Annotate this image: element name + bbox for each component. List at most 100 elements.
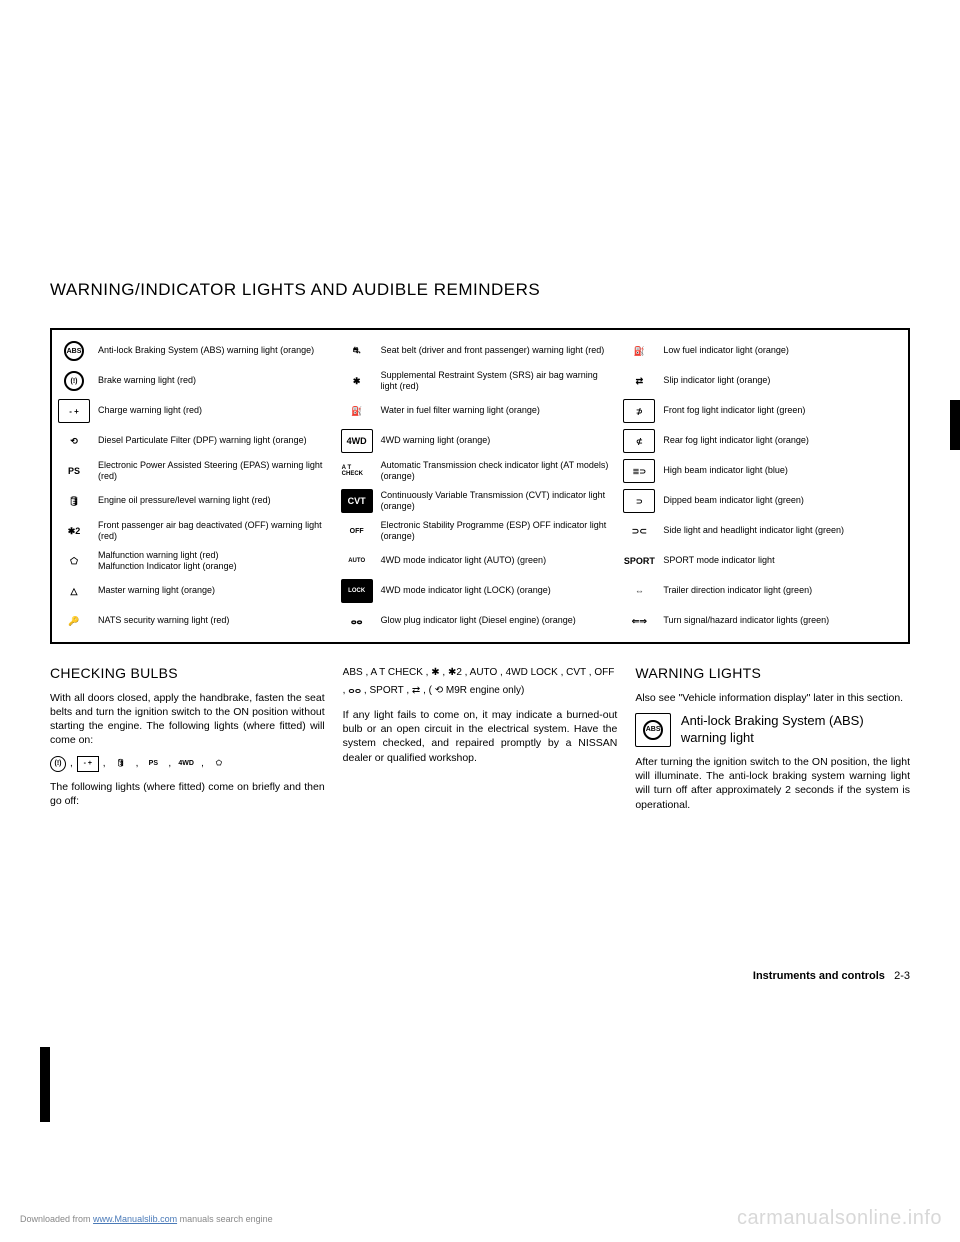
table-row: 4WD4WD warning light (orange) [339,426,622,456]
table-row: ✱Supplemental Restraint System (SRS) air… [339,366,622,396]
airbag-off-icon: ✱2 [58,519,90,543]
battery-icon: - + [77,756,99,772]
row-desc: Malfunction warning light (red) Malfunct… [90,550,243,573]
dipped-beam-icon: ⊃ [623,489,655,513]
page-content: WARNING/INDICATOR LIGHTS AND AUDIBLE REM… [0,0,960,860]
table-row: ⴰⴰGlow plug indicator light (Diesel engi… [339,606,622,636]
table-col-3: ⛽Low fuel indicator light (orange) ⇄Slip… [621,336,904,636]
table-col-1: ABSAnti-lock Braking System (ABS) warnin… [56,336,339,636]
sport-icon: SPORT [623,549,655,573]
manualslib-link[interactable]: www.Manualslib.com [93,1214,177,1224]
table-row: ⊅Front fog light indicator light (green) [621,396,904,426]
row-desc: 4WD mode indicator light (AUTO) (green) [373,555,552,566]
warning-lights-heading: WARNING LIGHTS [635,664,910,683]
table-row: PSElectronic Power Assisted Steering (EP… [56,456,339,486]
table-row: △Master warning light (orange) [56,576,339,606]
oil-icon: 🛢 [110,756,132,772]
footer-section: Instruments and controls [753,970,885,982]
row-desc: Trailer direction indicator light (green… [655,585,818,596]
body-paragraph: The following lights (where fitted) come… [50,780,325,808]
row-desc: 4WD warning light (orange) [373,435,497,446]
brake-icon: (!) [50,756,66,772]
body-paragraph: After turning the ignition switch to the… [635,755,910,812]
row-desc: Front passenger air bag deactivated (OFF… [90,520,337,543]
row-desc: Glow plug indicator light (Diesel engine… [373,615,582,626]
row-desc: Slip indicator light (orange) [655,375,776,386]
body-col-2: ABS , A T CHECK , ✱ , ✱2 , AUTO , 4WD LO… [343,664,618,820]
brake-icon: (!) [64,371,84,391]
body-paragraph: If any light fails to come on, it may in… [343,708,618,765]
row-desc: Low fuel indicator light (orange) [655,345,795,356]
row-desc: Brake warning light (red) [90,375,202,386]
4wd-icon: 4WD [175,756,197,772]
row-desc: Diesel Particulate Filter (DPF) warning … [90,435,313,446]
row-desc: High beam indicator light (blue) [655,465,794,476]
abs-icon: ABS [643,720,663,740]
water-fuel-icon: ⛽ [341,399,373,423]
watermark-text: manuals search engine [177,1214,273,1224]
table-row: ⊃Dipped beam indicator light (green) [621,486,904,516]
table-row: ⛽Low fuel indicator light (orange) [621,336,904,366]
row-desc: Electronic Stability Programme (ESP) OFF… [373,520,620,543]
table-row: ⇔Trailer direction indicator light (gree… [621,576,904,606]
row-desc: Water in fuel filter warning light (oran… [373,405,546,416]
abs-subheading: Anti-lock Braking System (ABS) warning l… [681,713,910,747]
abs-icon: ABS [64,341,84,361]
table-row: OFFElectronic Stability Programme (ESP) … [339,516,622,546]
table-row: A T CHECKAutomatic Transmission check in… [339,456,622,486]
row-desc: Supplemental Restraint System (SRS) air … [373,370,620,393]
table-row: ⊃⊂Side light and headlight indicator lig… [621,516,904,546]
row-desc: SPORT mode indicator light [655,555,780,566]
table-row: ⇄Slip indicator light (orange) [621,366,904,396]
4wd-lock-icon: LOCK [341,579,373,603]
row-desc: Turn signal/hazard indicator lights (gre… [655,615,835,626]
low-fuel-icon: ⛽ [623,339,655,363]
body-paragraph: With all doors closed, apply the handbra… [50,691,325,748]
footer-page: 2-3 [894,970,910,982]
body-paragraph: Also see "Vehicle information display" l… [635,691,910,705]
table-row: 🛢Engine oil pressure/level warning light… [56,486,339,516]
row-desc: Rear fog light indicator light (orange) [655,435,815,446]
body-col-1: CHECKING BULBS With all doors closed, ap… [50,664,325,820]
glow-plug-icon: ⴰⴰ [341,609,373,633]
table-row: 🔑NATS security warning light (red) [56,606,339,636]
row-desc: Continuously Variable Transmission (CVT)… [373,490,620,513]
bulb-icons-row-1: (!) , - + , 🛢 , PS , 4WD , ⬠ [50,756,325,772]
dpf-icon: ⟲ [58,429,90,453]
esp-off-icon: OFF [341,519,373,543]
4wd-auto-icon: AUTO [341,549,373,573]
body-columns: CHECKING BULBS With all doors closed, ap… [50,664,910,820]
turn-signal-icon: ⇐⇒ [623,609,655,633]
watermark-text: Downloaded from [20,1214,93,1224]
table-row: ≣⊃High beam indicator light (blue) [621,456,904,486]
front-fog-icon: ⊅ [623,399,655,423]
oil-icon: 🛢 [58,489,90,513]
warning-lights-table: ABSAnti-lock Braking System (ABS) warnin… [50,328,910,644]
epas-icon: PS [58,459,90,483]
row-desc: 4WD mode indicator light (LOCK) (orange) [373,585,557,596]
row-desc: Seat belt (driver and front passenger) w… [373,345,611,356]
abs-icon-large: ABS [635,713,671,747]
row-desc: Charge warning light (red) [90,405,208,416]
seatbelt-icon: ⛐ [341,339,373,363]
slip-icon: ⇄ [623,369,655,393]
srs-icon: ✱ [341,369,373,393]
nats-icon: 🔑 [58,609,90,633]
mil-icon: ⬠ [208,756,230,772]
row-desc: Side light and headlight indicator light… [655,525,850,536]
checking-bulbs-heading: CHECKING BULBS [50,664,325,683]
trailer-icon: ⇔ [623,579,655,603]
row-desc: Engine oil pressure/level warning light … [90,495,277,506]
page-tab-left [40,1047,50,1122]
row-desc: Dipped beam indicator light (green) [655,495,810,506]
master-warning-icon: △ [58,579,90,603]
4wd-icon: 4WD [341,429,373,453]
table-row: (!) Brake warning light (red) [56,366,339,396]
row-desc: Automatic Transmission check indicator l… [373,460,620,483]
row-desc: NATS security warning light (red) [90,615,235,626]
table-row: ✱2Front passenger air bag deactivated (O… [56,516,339,546]
battery-icon: - + [58,399,90,423]
epas-icon: PS [142,756,164,772]
watermark-left: Downloaded from www.Manualslib.com manua… [20,1214,273,1224]
table-row: AUTO4WD mode indicator light (AUTO) (gre… [339,546,622,576]
